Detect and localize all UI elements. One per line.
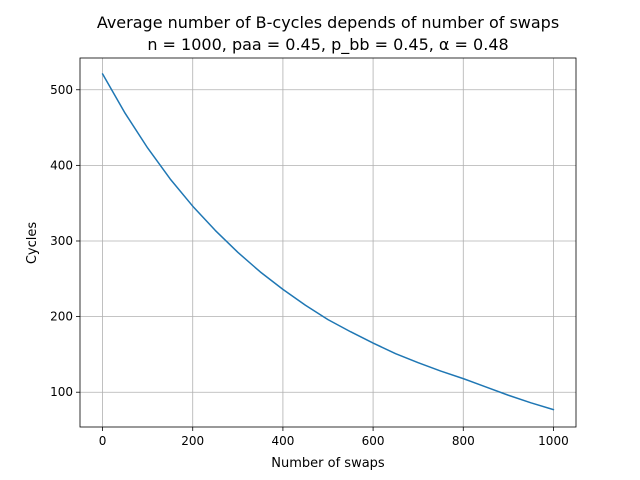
chart-title: Average number of B-cycles depends of nu… (97, 13, 559, 32)
x-tick-label: 0 (99, 434, 107, 448)
x-tick-label: 400 (271, 434, 294, 448)
y-tick-label: 300 (50, 234, 73, 248)
series-layer (101, 73, 555, 411)
grid (80, 58, 576, 427)
x-tick-label: 600 (362, 434, 385, 448)
y-tick-label: 400 (50, 158, 73, 172)
ticks: 0 200 400 600 800 1000 100 200 300 400 500 (50, 83, 569, 448)
x-tick-label: 800 (452, 434, 475, 448)
axes-frame (79, 57, 577, 428)
series-line-0 (101, 73, 555, 411)
x-tick-label: 1000 (538, 434, 569, 448)
y-axis-label: Cycles (25, 222, 40, 265)
x-axis-label: Number of swaps (271, 456, 385, 471)
x-tick-label: 200 (181, 434, 204, 448)
y-tick-label: 500 (50, 83, 73, 97)
chart-subtitle: n = 1000, paa = 0.45, p_bb = 0.45, α = 0… (147, 35, 508, 55)
y-tick-label: 200 (50, 310, 73, 324)
y-tick-label: 100 (50, 385, 73, 399)
